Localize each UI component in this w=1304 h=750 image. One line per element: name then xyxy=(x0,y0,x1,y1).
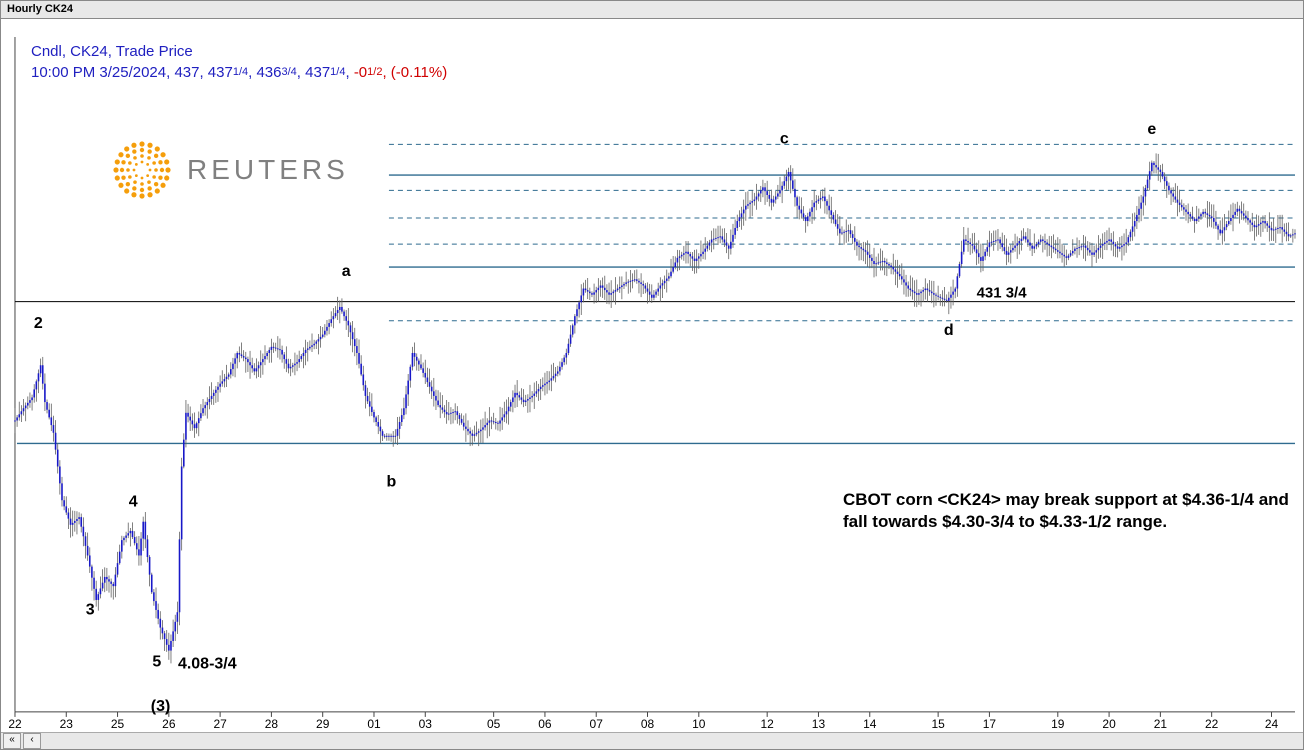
price-chart[interactable]: 431 3/4222325262728290103050607081012131… xyxy=(1,19,1303,730)
ohlc-readout: 10:00 PM 3/25/2024, 437, 4371/4, 4363/4,… xyxy=(31,62,447,83)
status-bar: « ‹ xyxy=(1,732,1303,749)
svg-text:2: 2 xyxy=(34,315,43,332)
svg-text:12: 12 xyxy=(761,717,775,730)
chart-area[interactable]: 431 3/4222325262728290103050607081012131… xyxy=(1,19,1303,732)
svg-text:e: e xyxy=(1147,121,1156,138)
svg-text:13: 13 xyxy=(812,717,826,730)
svg-text:06: 06 xyxy=(538,717,552,730)
svg-text:14: 14 xyxy=(863,717,877,730)
svg-text:15: 15 xyxy=(931,717,945,730)
svg-text:a: a xyxy=(342,263,351,280)
svg-text:24: 24 xyxy=(1265,717,1279,730)
svg-text:20: 20 xyxy=(1102,717,1116,730)
svg-text:22: 22 xyxy=(1205,717,1219,730)
svg-text:27: 27 xyxy=(213,717,227,730)
svg-text:5: 5 xyxy=(152,653,161,670)
svg-text:28: 28 xyxy=(265,717,279,730)
chart-header: Cndl, CK24, Trade Price 10:00 PM 3/25/20… xyxy=(31,41,447,83)
reuters-logo: REUTERS xyxy=(111,139,349,201)
svg-text:01: 01 xyxy=(367,717,381,730)
back-button[interactable]: ‹ xyxy=(23,733,41,749)
svg-text:05: 05 xyxy=(487,717,501,730)
svg-text:(3): (3) xyxy=(151,698,171,715)
svg-text:08: 08 xyxy=(641,717,655,730)
svg-text:03: 03 xyxy=(419,717,433,730)
commentary-text: CBOT corn <CK24> may break support at $4… xyxy=(843,489,1293,533)
svg-text:07: 07 xyxy=(590,717,604,730)
svg-text:23: 23 xyxy=(60,717,74,730)
svg-text:29: 29 xyxy=(316,717,330,730)
svg-text:22: 22 xyxy=(8,717,22,730)
svg-text:b: b xyxy=(386,473,396,490)
svg-text:21: 21 xyxy=(1154,717,1168,730)
title-text: Hourly CK24 xyxy=(7,3,73,15)
svg-text:17: 17 xyxy=(983,717,997,730)
reuters-logo-text: REUTERS xyxy=(187,154,349,186)
svg-text:26: 26 xyxy=(162,717,176,730)
svg-text:d: d xyxy=(944,322,954,339)
svg-text:25: 25 xyxy=(111,717,125,730)
svg-text:4: 4 xyxy=(129,494,138,511)
chart-window: Hourly CK24 431 3/4222325262728290103050… xyxy=(0,0,1304,750)
svg-text:3: 3 xyxy=(86,602,95,619)
svg-text:10: 10 xyxy=(692,717,706,730)
svg-text:c: c xyxy=(780,131,789,148)
window-title: Hourly CK24 xyxy=(1,1,1303,19)
svg-text:4.08-3/4: 4.08-3/4 xyxy=(178,655,237,672)
restore-button[interactable]: « xyxy=(3,733,21,749)
svg-text:19: 19 xyxy=(1051,717,1065,730)
svg-text:431 3/4: 431 3/4 xyxy=(977,285,1028,302)
series-label: Cndl, CK24, Trade Price xyxy=(31,41,447,62)
reuters-logo-icon xyxy=(111,139,173,201)
